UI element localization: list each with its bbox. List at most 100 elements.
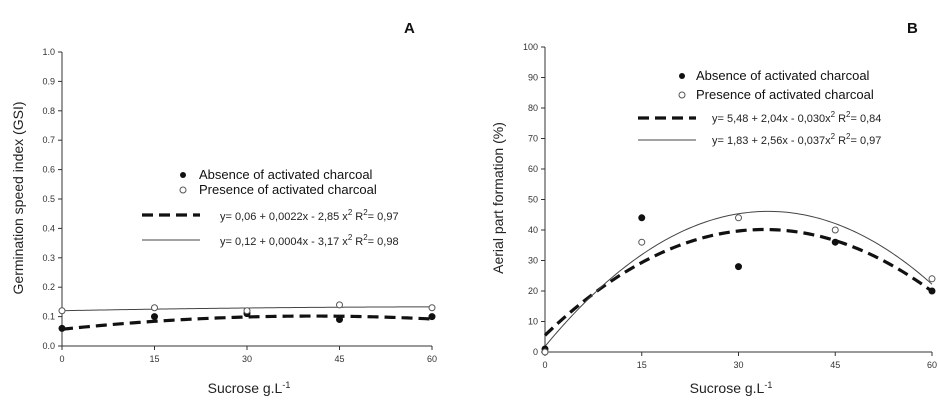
panel-b-legend-absence: Absence of activated charcoal (696, 68, 870, 83)
panel-a-x-tick-label: 60 (427, 354, 437, 364)
panel-a-eq-absence-r: R (355, 211, 363, 223)
panel-a: A Germination speed index (GSI) Sucrose … (10, 20, 437, 396)
panel-b-label: B (907, 20, 918, 37)
panel-b-y-tick-label: 40 (528, 225, 538, 235)
panel-a-legend-presence: Presence of activated charcoal (199, 182, 377, 197)
panel-b-y-tick-label: 50 (528, 195, 538, 205)
panel-a-y-axis-title: Germination speed index (GSI) (10, 102, 26, 295)
panel-a-point-presence (58, 307, 66, 315)
panel-b-x-axis-title: Sucrose g.L-1 (690, 380, 773, 396)
panel-b-x-tick-label: 30 (733, 360, 743, 370)
panel-b-legend-presence: Presence of activated charcoal (696, 87, 874, 102)
panel-b-point-absence (831, 238, 839, 246)
panel-a-eq-presence-r-value: = 0,98 (368, 236, 399, 248)
panel-a-y-tick-label: 1.0 (42, 47, 55, 57)
panel-a-point-presence (243, 307, 251, 315)
panel-a-eq-presence-sup: 2 (348, 233, 353, 242)
panel-b-point-absence (638, 214, 646, 222)
panel-a-y-tick-label: 0.9 (42, 76, 55, 86)
panel-a-x-tick-label: 15 (149, 354, 159, 364)
panel-a-x-axis-title: Sucrose g.L-1 (208, 380, 291, 396)
panel-a-eq-presence-r: R (355, 236, 363, 248)
panel-a-y-tick-label: 0.3 (42, 253, 55, 263)
panel-b-fit-line-presence (544, 210, 933, 347)
panel-b-y-tick-label: 0 (533, 347, 538, 357)
panel-b-y-tick-label: 80 (528, 103, 538, 113)
panel-b-legend-marker-absence (679, 73, 685, 79)
panel-b-eq-presence-main: y= 1,83 + 2,56x - 0,037x (712, 135, 831, 147)
panel-b-eq-absence-sup: 2 (831, 110, 836, 119)
panel-b-point-presence (928, 275, 936, 283)
panel-a-x-tick-label: 45 (334, 354, 344, 364)
panel-a-x-axis-title-main: Sucrose g.L (208, 380, 283, 396)
panel-a-legend-marker-absence (180, 172, 186, 178)
panel-a-point-presence (151, 304, 158, 312)
panel-a-y-tick-label: 0.2 (42, 282, 55, 292)
panel-b-point-absence (928, 287, 936, 295)
panel-b-fit-line-absence (543, 227, 933, 337)
panel-a-eq-absence-main: y= 0,06 + 0,0022x - 2,85 x (220, 211, 348, 223)
panel-a-point-absence (428, 313, 436, 321)
panel-b-eq-absence-r-sup: 2 (846, 110, 851, 119)
panel-a-ticks: 0.0 0.1 0.2 0.3 0.4 0.5 0.6 0.7 0.8 0.9 1.0 0 15 30 45… (42, 47, 437, 364)
panel-a-y-tick-label: 0.1 (42, 312, 55, 322)
panel-a-axes (61, 52, 432, 347)
panel-b-x-tick-label: 0 (542, 360, 547, 370)
panel-b-y-tick-label: 30 (528, 256, 538, 266)
panel-b-point-presence (735, 214, 742, 222)
panel-a-eq-presence-r-sup: 2 (363, 233, 368, 242)
panel-b-eq-presence-r: R (838, 135, 846, 147)
panel-b-point-presence (638, 238, 646, 246)
panel-a-y-tick-label: 0.5 (42, 194, 55, 204)
panel-a-x-tick-label: 0 (59, 354, 64, 364)
panel-a-legend-marker-presence (179, 186, 187, 194)
panel-b-y-axis-title: Aerial part formation (%) (490, 122, 506, 274)
panel-b-x-tick-label: 45 (830, 360, 840, 370)
panel-b-y-tick-label: 100 (523, 42, 538, 52)
panel-b-eq-absence-main: y= 5,48 + 2,04x - 0,030x (712, 113, 831, 125)
panel-b-points (541, 214, 936, 356)
panel-b-eq-absence-r-value: = 0,84 (851, 113, 882, 125)
panel-b-ticks: 0 10 20 30 40 50 60 70 80 90 100 0 15 30 45 60 (523, 42, 937, 370)
panel-a-point-presence (336, 301, 343, 309)
panel-a-point-absence (336, 316, 343, 324)
panel-a-y-tick-label: 0.0 (42, 341, 55, 351)
panel-a-points (58, 301, 436, 332)
panel-a-y-tick-label: 0.6 (42, 165, 55, 175)
panel-b-point-presence (831, 226, 839, 234)
panel-a-eq-absence-sup: 2 (348, 208, 353, 217)
panel-b-x-tick-label: 15 (637, 360, 647, 370)
panel-a-point-absence (58, 324, 66, 332)
panel-a-label: A (404, 20, 415, 37)
panel-b-y-tick-label: 90 (528, 73, 538, 83)
panel-a-x-tick-label: 30 (242, 354, 252, 364)
panel-b-y-tick-label: 70 (528, 134, 538, 144)
panel-a-point-absence (151, 313, 158, 321)
panel-b-point-presence (541, 348, 549, 356)
panel-a-y-tick-label: 0.8 (42, 106, 55, 116)
panel-b-x-axis-title-main: Sucrose g.L (690, 380, 765, 396)
panel-b-y-tick-label: 60 (528, 164, 538, 174)
panel-b-legend-marker-presence (678, 91, 686, 99)
panel-b-x-axis-title-sup: -1 (764, 380, 772, 390)
panel-b-y-tick-label: 20 (528, 286, 538, 296)
panel-a-fit-line-absence (61, 314, 433, 331)
panel-b-legend: Absence of activated charcoal Presence o… (638, 68, 881, 147)
panel-a-eq-absence-r-sup: 2 (363, 208, 368, 217)
panel-a-legend: Absence of activated charcoal Presence o… (142, 167, 399, 248)
panel-a-legend-absence: Absence of activated charcoal (199, 167, 373, 182)
panel-b: B Aerial part formation (%) Sucrose g.L-… (490, 20, 937, 396)
panel-a-eq-absence-r-value: = 0,97 (368, 211, 399, 223)
panel-a-x-axis-title-sup: -1 (282, 380, 290, 390)
panel-b-equation-absence: y= 5,48 + 2,04x - 0,030x2 R2= 0,84 (712, 110, 881, 125)
panel-b-eq-absence-r: R (838, 113, 846, 125)
panel-b-fit-lines (543, 210, 933, 347)
panel-a-y-tick-label: 0.4 (42, 223, 55, 233)
panel-a-y-tick-label: 0.7 (42, 135, 55, 145)
panel-b-x-tick-label: 60 (927, 360, 937, 370)
panel-b-eq-presence-r-sup: 2 (846, 132, 851, 141)
panel-b-eq-presence-sup: 2 (831, 132, 836, 141)
panel-b-y-tick-label: 10 (528, 317, 538, 327)
panel-b-equation-presence: y= 1,83 + 2,56x - 0,037x2 R2= 0,97 (712, 132, 881, 147)
